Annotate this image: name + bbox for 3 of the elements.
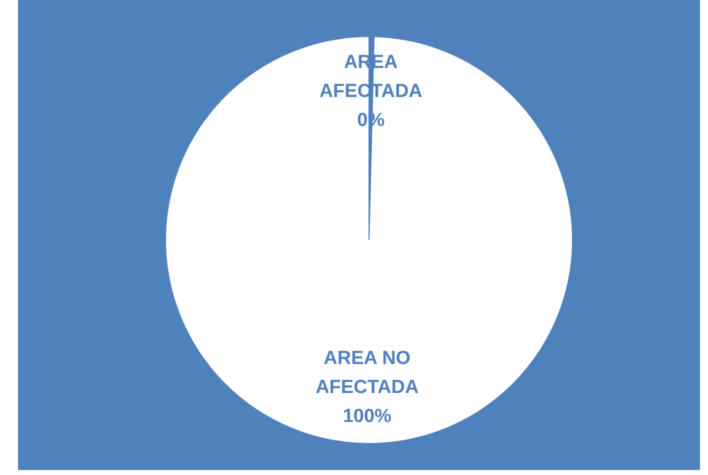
pie-slice xyxy=(166,37,572,443)
data-label: 100% xyxy=(342,406,392,428)
slice-label: AREA NO AFECTADA xyxy=(316,348,419,398)
